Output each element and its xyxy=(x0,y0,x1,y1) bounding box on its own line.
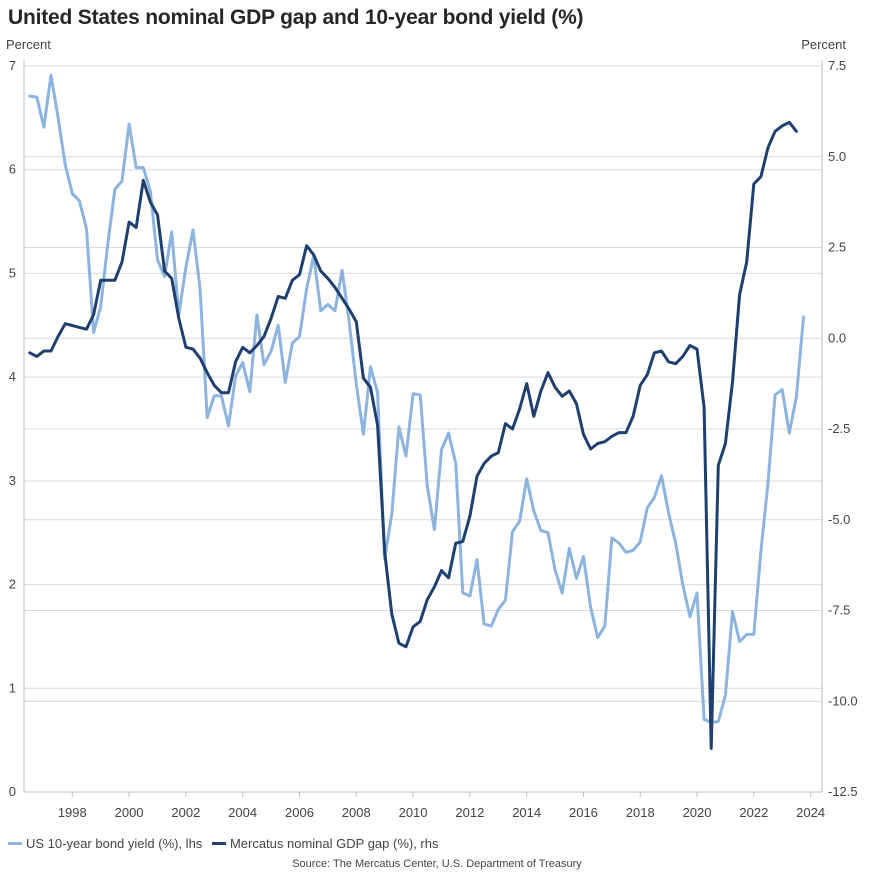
series-line-gdp-gap xyxy=(28,120,798,750)
x-tick-label: 2022 xyxy=(739,805,768,820)
right-tick-label: -10.0 xyxy=(828,693,858,708)
x-tick-label: 2008 xyxy=(342,805,371,820)
left-tick-label: 6 xyxy=(9,162,16,177)
right-tick-label: 2.5 xyxy=(828,240,846,255)
left-tick-label: 7 xyxy=(9,58,16,73)
right-axis-unit-label: Percent xyxy=(801,37,846,52)
left-tick-label: 2 xyxy=(9,577,16,592)
left-tick-label: 3 xyxy=(9,473,16,488)
left-tick-label: 1 xyxy=(9,680,16,695)
legend: US 10-year bond yield (%), lhs Mercatus … xyxy=(8,833,445,851)
right-tick-label: -5.0 xyxy=(828,512,850,527)
right-tick-label: 7.5 xyxy=(828,58,846,73)
x-tick-label: 2004 xyxy=(228,805,257,820)
left-tick-label: 0 xyxy=(9,784,16,799)
x-tick-label: 2000 xyxy=(115,805,144,820)
x-tick-label: 2016 xyxy=(569,805,598,820)
right-tick-label: 0.0 xyxy=(828,330,846,345)
x-tick-label: 2018 xyxy=(626,805,655,820)
x-tick-label: 2002 xyxy=(171,805,200,820)
left-tick-label: 4 xyxy=(9,369,16,384)
x-tick-label: 2010 xyxy=(399,805,428,820)
right-tick-label: 5.0 xyxy=(828,149,846,164)
x-tick-label: 1998 xyxy=(58,805,87,820)
chart-title: United States nominal GDP gap and 10-yea… xyxy=(8,6,584,29)
legend-label-yield: US 10-year bond yield (%), lhs xyxy=(26,836,203,851)
right-tick-label: -7.5 xyxy=(828,603,850,618)
source-note: Source: The Mercatus Center, U.S. Depart… xyxy=(292,858,582,870)
legend-item-yield: US 10-year bond yield (%), lhs xyxy=(8,836,202,851)
left-tick-label: 5 xyxy=(9,265,16,280)
legend-swatch-yield xyxy=(8,842,22,845)
x-tick-label: 2014 xyxy=(512,805,541,820)
x-tick-label: 2024 xyxy=(796,805,825,820)
right-tick-label: -12.5 xyxy=(828,784,858,799)
series-line-bond-yield xyxy=(28,73,805,724)
legend-swatch-gap xyxy=(211,842,226,845)
right-tick-label: -2.5 xyxy=(828,421,850,436)
x-tick-label: 2012 xyxy=(455,805,484,820)
x-tick-label: 2020 xyxy=(683,805,712,820)
left-axis-unit-label: Percent xyxy=(6,37,51,52)
x-tick-label: 2006 xyxy=(285,805,314,820)
legend-label-gap: Mercatus nominal GDP gap (%), rhs xyxy=(229,836,439,851)
legend-item-gap: Mercatus nominal GDP gap (%), rhs xyxy=(211,836,439,851)
